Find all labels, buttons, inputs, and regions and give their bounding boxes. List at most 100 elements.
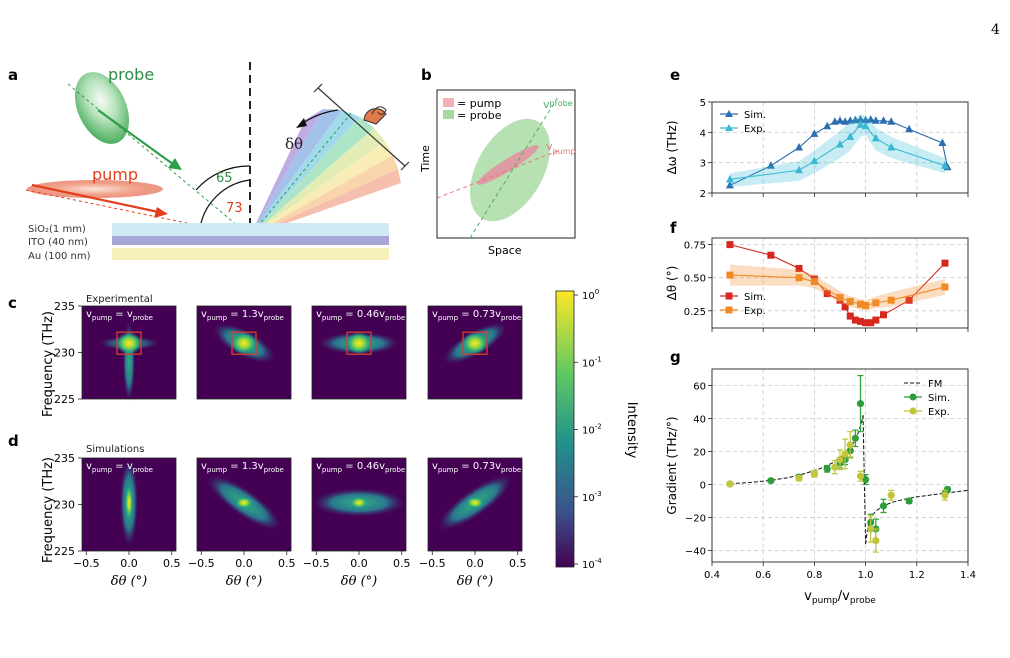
y-tick-label: 0.75 (684, 241, 706, 252)
panel-label-g: g (670, 348, 681, 366)
data-point-Exp (872, 299, 880, 307)
roi-box (231, 331, 257, 355)
layer-label-au: Au (100 nm) (28, 251, 91, 262)
map-panel: vpump = 0.73vprobe −0.5 0.0 0.5 δθ (°) (419, 457, 526, 589)
y-tick-label: 2 (700, 189, 706, 200)
data-point-Sim (880, 311, 888, 319)
map-title: vpump = 1.3vprobe (201, 309, 284, 322)
page-number: 4 (991, 22, 1000, 38)
row-title-simulations: Simulations (86, 444, 144, 455)
data-point-Sim (846, 312, 854, 320)
x-tick-label: 1.2 (909, 570, 925, 581)
legend-marker (909, 407, 917, 415)
map-title: vpump = vprobe (86, 309, 153, 322)
x-tick-label: 0.8 (806, 570, 822, 581)
legend-label: Sim. (744, 292, 766, 303)
x-tick-label: 0.6 (755, 570, 771, 581)
pump-label: pump (92, 165, 138, 184)
y-tick-label: 5 (700, 98, 706, 109)
data-point-Sim (725, 180, 734, 189)
data-point-Exp (726, 480, 734, 488)
legend-probe-swatch (443, 110, 454, 119)
probe-arrowhead (168, 158, 182, 170)
data-point-Sim (905, 124, 914, 133)
legend-pump-text: = pump (457, 97, 501, 110)
map-peak (116, 332, 142, 355)
legend-marker (725, 292, 733, 300)
data-point-Sim (823, 121, 832, 130)
v-probe-label: vprobe (543, 98, 573, 111)
map-panel: vpump = 0.73vprobe (427, 305, 523, 400)
x-tick-label: 0.0 (350, 557, 368, 570)
y-tick-label: 0 (700, 480, 706, 491)
data-point-Exp (856, 300, 864, 308)
map-panel: vpump = 0.46vprobe −0.5 0.0 0.5 δθ (°) (303, 457, 410, 589)
legend-marker (909, 393, 917, 401)
probe-angle-arc (195, 165, 251, 191)
data-point-Sim (887, 117, 896, 125)
map-title: vpump = 1.3vprobe (201, 461, 284, 474)
chart-f: 0.25 0.50 0.75 Δθ (°) Sim. Exp. (665, 237, 969, 332)
map-peak (235, 496, 253, 509)
data-point-Sim (905, 497, 913, 505)
data-point-Exp (726, 271, 734, 279)
pump-pulse (27, 180, 163, 198)
y-axis-label: Gradient (THz/°) (665, 416, 679, 514)
detector-range-line (317, 87, 406, 167)
panel-label-e: e (670, 66, 680, 84)
row-c-ylabel: Frequency (THz) (41, 311, 56, 417)
data-point-Exp (941, 283, 949, 291)
map-panel: vpump = vprobe 225 230 235 (54, 300, 177, 406)
data-point-Sim (810, 129, 819, 137)
roi-box (116, 331, 142, 355)
layer-au (112, 248, 389, 260)
x-axis-label: vpump/vprobe (804, 589, 876, 606)
roi-box (462, 331, 488, 355)
fm-line (729, 415, 864, 485)
data-point-Sim (871, 116, 880, 124)
map-peak (350, 496, 368, 509)
panel-label-b: b (421, 66, 432, 84)
data-point-Exp (725, 174, 734, 183)
map-title: vpump = vprobe (86, 461, 153, 474)
data-point-Sim (836, 116, 844, 124)
data-point-Sim (872, 316, 880, 324)
data-point-Exp (810, 278, 818, 286)
line-charts: e f g 2 3 4 5 Δω (THz) Sim. Exp. 0.25 0.50 0.75 Δθ… (665, 66, 976, 606)
x-tick-label: 0.0 (466, 557, 484, 570)
plot-frame (711, 368, 969, 563)
data-point-Sim (879, 116, 888, 124)
colorbar-tick-label: 10-2 (582, 423, 602, 437)
data-point-Sim (851, 434, 859, 442)
chart-e: 2 3 4 5 Δω (THz) Sim. Exp. (665, 98, 969, 200)
data-point-Sim (767, 251, 775, 259)
error-band-Exp (729, 264, 945, 311)
y-tick-label: 225 (54, 393, 75, 406)
y-tick-label: 0.50 (684, 274, 706, 285)
x-tick-label: −0.5 (73, 557, 100, 570)
y-tick-label: 3 (700, 159, 706, 170)
x-tick-label: 0.5 (163, 557, 181, 570)
data-point-Exp (846, 298, 854, 306)
data-point-Exp (856, 120, 865, 128)
dtheta-arrowhead (296, 118, 307, 128)
legend-label: FM (928, 379, 942, 390)
data-point-Exp (846, 132, 855, 140)
y-tick-label: 60 (693, 381, 706, 392)
layer-sio2 (112, 223, 389, 236)
probe-label: probe (108, 65, 154, 84)
y-tick-label: −20 (685, 513, 706, 524)
data-point-Exp (836, 294, 844, 302)
panel-a: a probe pump 65 73 (8, 62, 410, 262)
pump-arrow (31, 183, 164, 215)
y-tick-label: 230 (54, 347, 75, 360)
colorbar-tick-label: 100 (582, 288, 599, 302)
data-point-Exp (856, 472, 865, 480)
colorbar: 100 10-1 10-2 10-3 10-4 Intensity (555, 288, 639, 571)
probe-pulse (74, 72, 130, 144)
legend-marker (725, 110, 733, 117)
legend-label: Sim. (744, 110, 766, 121)
map-peak (125, 484, 133, 521)
map-title: vpump = 0.46vprobe (316, 309, 405, 322)
layer-label-sio2: SiO₂(1 mm) (28, 224, 86, 235)
